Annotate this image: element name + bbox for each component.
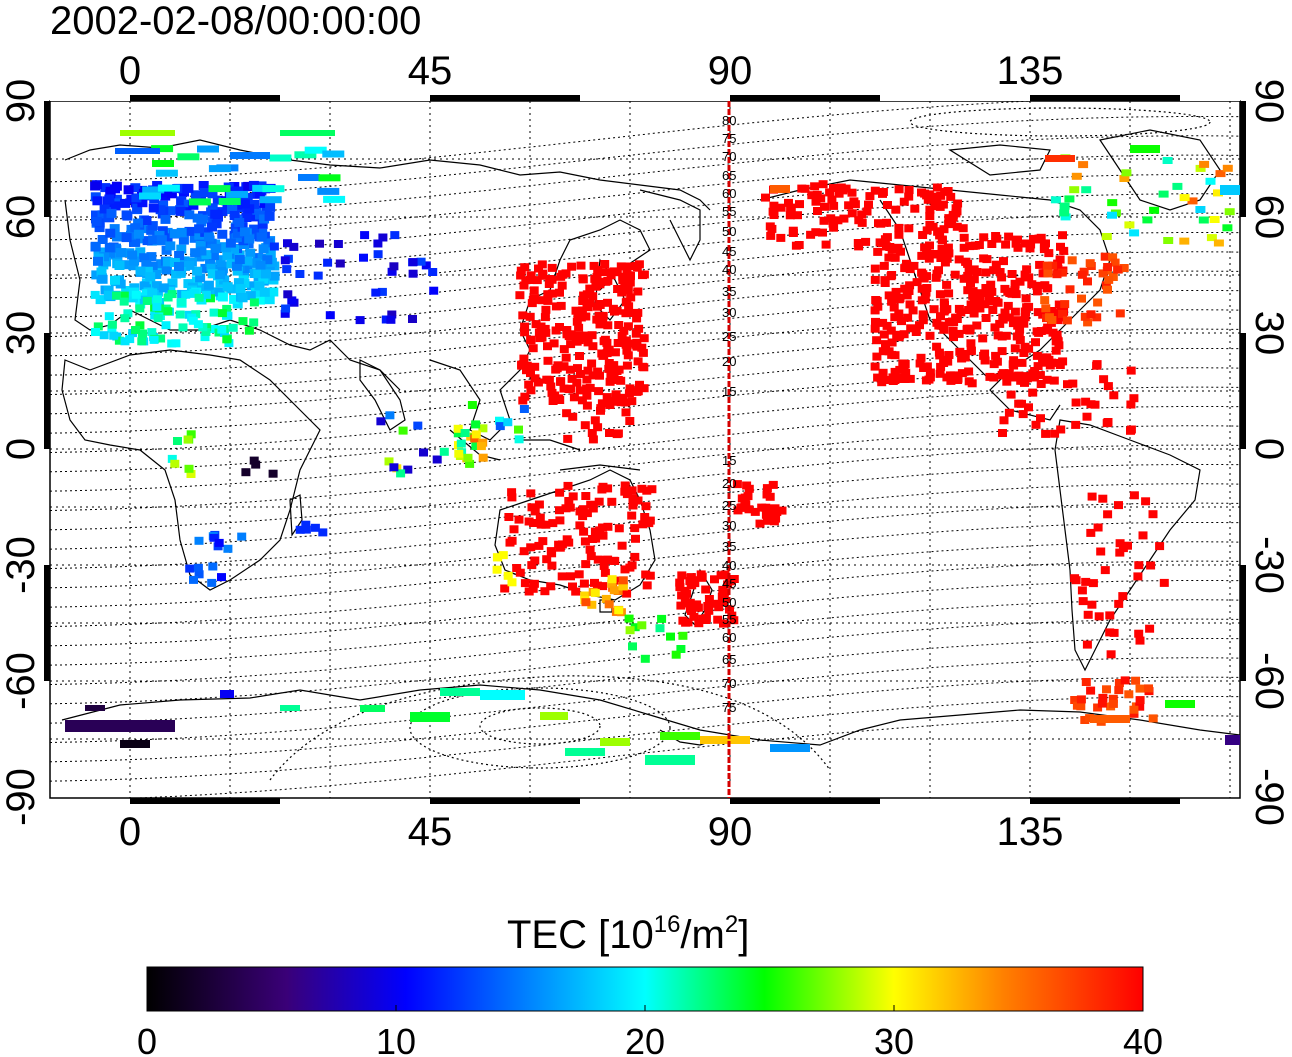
bottom-longitude-axis: 04590135180-135-90-45 — [119, 810, 1064, 854]
maglat-label: 55 — [722, 204, 736, 219]
maglat-label: 35 — [722, 539, 736, 554]
maglat-label: 70 — [722, 676, 736, 691]
top-lon-tick: 90 — [708, 49, 753, 93]
colorbar-tick-label: 40 — [1123, 1021, 1163, 1057]
right-lat-tick: 90 — [1247, 79, 1291, 124]
top-lon-tick: 45 — [408, 49, 453, 93]
maglat-label: 75 — [722, 700, 736, 715]
maglat-label: 60 — [722, 186, 736, 201]
top-lon-tick: 0 — [119, 49, 141, 93]
maglat-label: 35 — [722, 284, 736, 299]
left-latitude-axis: 90 60 30 0 -30 -60 -90 — [0, 79, 43, 826]
right-latitude-axis: 90 60 30 0 -30 -60 -90 — [1247, 79, 1291, 826]
frame-ticks — [44, 95, 1246, 804]
bottom-lon-tick: 135 — [997, 810, 1064, 854]
maglat-label: 15 — [722, 384, 736, 399]
right-lat-tick: -60 — [1247, 652, 1291, 710]
left-lat-tick: 90 — [0, 79, 43, 124]
maglat-label: 65 — [722, 652, 736, 667]
right-lat-tick: -30 — [1247, 536, 1291, 594]
maglat-label: 65 — [722, 168, 736, 183]
maglat-label: 70 — [722, 149, 736, 164]
bottom-lon-tick: 90 — [708, 810, 753, 854]
maglat-label: 20 — [722, 476, 736, 491]
maglat-label: 25 — [722, 329, 736, 344]
bottom-lon-tick: 45 — [408, 810, 453, 854]
maglat-label: 50 — [722, 595, 736, 610]
colorbar-tick-label: 30 — [874, 1021, 914, 1057]
maglat-label: 50 — [722, 224, 736, 239]
maglat-label: 25 — [722, 498, 736, 513]
left-lat-tick: 30 — [0, 311, 43, 356]
right-lat-tick: -90 — [1247, 768, 1291, 826]
map-content — [50, 101, 1240, 798]
left-lat-tick: -30 — [0, 536, 43, 594]
right-lat-tick: 0 — [1247, 438, 1291, 460]
timestamp-title: 2002-02-08/00:00:00 — [50, 0, 421, 43]
right-lat-tick: 60 — [1247, 195, 1291, 240]
maglat-label: 40 — [722, 558, 736, 573]
maglat-label: 75 — [722, 131, 736, 146]
maglat-label: 80 — [722, 113, 736, 128]
colorbar-label: TEC [1016/m2] — [507, 911, 749, 957]
maglat-label: 45 — [722, 244, 736, 259]
maglat-label: 20 — [722, 354, 736, 369]
tec-data-patches — [65, 130, 1240, 765]
maglat-label: 40 — [722, 262, 736, 277]
top-lon-tick: 135 — [997, 49, 1064, 93]
maglat-label: 30 — [722, 518, 736, 533]
bottom-lon-tick: 0 — [119, 810, 141, 854]
maglat-label: 55 — [722, 612, 736, 627]
right-lat-tick: 30 — [1247, 311, 1291, 356]
maglat-label: 15 — [722, 453, 736, 468]
left-lat-tick: -90 — [0, 768, 43, 826]
colorbar — [146, 966, 1144, 1012]
top-longitude-axis: 04590135180-135-90-45 — [119, 49, 1064, 93]
left-lat-tick: 60 — [0, 195, 43, 240]
maglat-label: 60 — [722, 630, 736, 645]
colorbar-tick-label: 10 — [376, 1021, 416, 1057]
colorbar-tick-label: 20 — [625, 1021, 665, 1057]
maglat-label: 30 — [722, 305, 736, 320]
colorbar-tick-label: 0 — [137, 1021, 157, 1057]
magnetic-latitude-labels: 80 75 70 65 60 55 50 45 40 35 30 25 20 15 15 20 25 30 35 40… — [722, 113, 736, 715]
left-lat-tick: -60 — [0, 652, 43, 710]
colorbar-ticks: 0 10 20 30 40 — [137, 1005, 1163, 1057]
maglat-label: 45 — [722, 576, 736, 591]
left-lat-tick: 0 — [0, 438, 43, 460]
